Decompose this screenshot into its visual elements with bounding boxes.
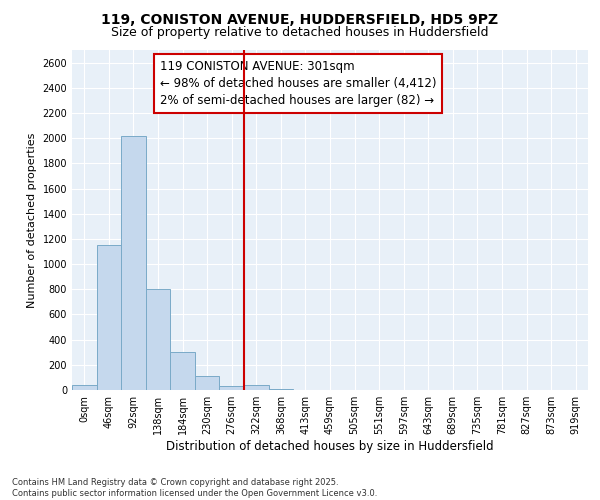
Bar [170,352,195,390]
Bar [72,385,97,390]
Bar [195,376,220,390]
Text: 119, CONISTON AVENUE, HUDDERSFIELD, HD5 9PZ: 119, CONISTON AVENUE, HUDDERSFIELD, HD5 … [101,12,499,26]
Bar [220,386,244,390]
Bar [146,290,170,390]
Bar [244,385,269,390]
Bar [97,245,121,390]
Text: Size of property relative to detached houses in Huddersfield: Size of property relative to detached ho… [111,26,489,39]
Text: 119 CONISTON AVENUE: 301sqm
← 98% of detached houses are smaller (4,412)
2% of s: 119 CONISTON AVENUE: 301sqm ← 98% of det… [160,60,436,107]
Y-axis label: Number of detached properties: Number of detached properties [27,132,37,308]
X-axis label: Distribution of detached houses by size in Huddersfield: Distribution of detached houses by size … [166,440,494,453]
Text: Contains HM Land Registry data © Crown copyright and database right 2025.
Contai: Contains HM Land Registry data © Crown c… [12,478,377,498]
Bar [121,136,146,390]
